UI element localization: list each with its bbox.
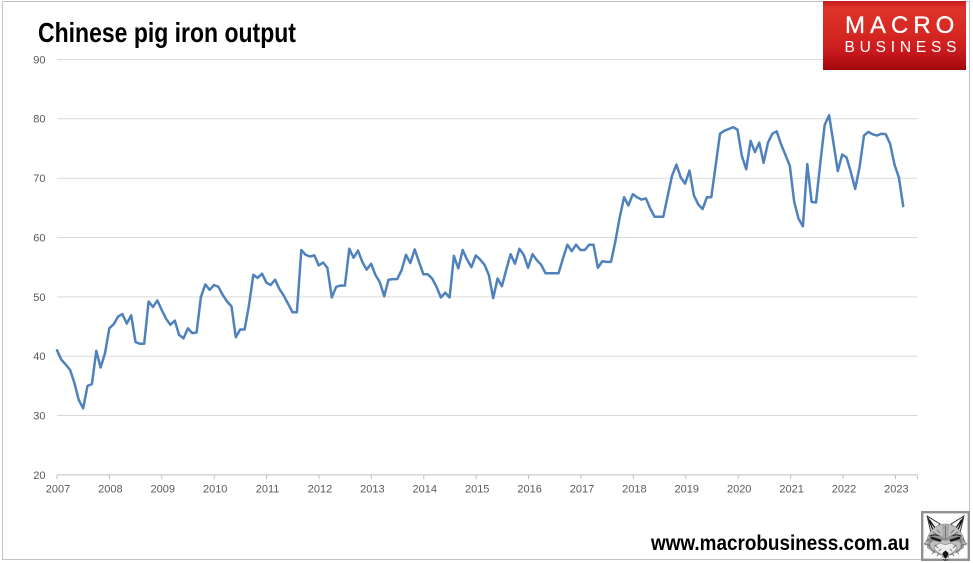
svg-text:70: 70 <box>33 173 45 185</box>
svg-text:2009: 2009 <box>151 484 175 496</box>
svg-text:2011: 2011 <box>256 484 280 496</box>
svg-text:2016: 2016 <box>517 484 541 496</box>
svg-text:2019: 2019 <box>675 484 699 496</box>
svg-text:2023: 2023 <box>884 484 908 496</box>
svg-text:50: 50 <box>33 292 45 304</box>
svg-text:2018: 2018 <box>622 484 646 496</box>
svg-text:60: 60 <box>33 232 45 244</box>
svg-text:30: 30 <box>33 410 45 422</box>
svg-text:2012: 2012 <box>308 484 332 496</box>
svg-text:2015: 2015 <box>465 484 489 496</box>
svg-text:2017: 2017 <box>570 484 594 496</box>
svg-text:2013: 2013 <box>360 484 384 496</box>
svg-text:80: 80 <box>33 114 45 126</box>
svg-text:2021: 2021 <box>779 484 803 496</box>
svg-text:90: 90 <box>33 54 45 66</box>
svg-text:40: 40 <box>33 351 45 363</box>
svg-text:2010: 2010 <box>203 484 227 496</box>
svg-text:2014: 2014 <box>413 484 437 496</box>
svg-text:20: 20 <box>33 470 45 482</box>
svg-text:2007: 2007 <box>46 484 70 496</box>
svg-text:2008: 2008 <box>98 484 122 496</box>
svg-text:2022: 2022 <box>832 484 856 496</box>
svg-text:2020: 2020 <box>727 484 751 496</box>
